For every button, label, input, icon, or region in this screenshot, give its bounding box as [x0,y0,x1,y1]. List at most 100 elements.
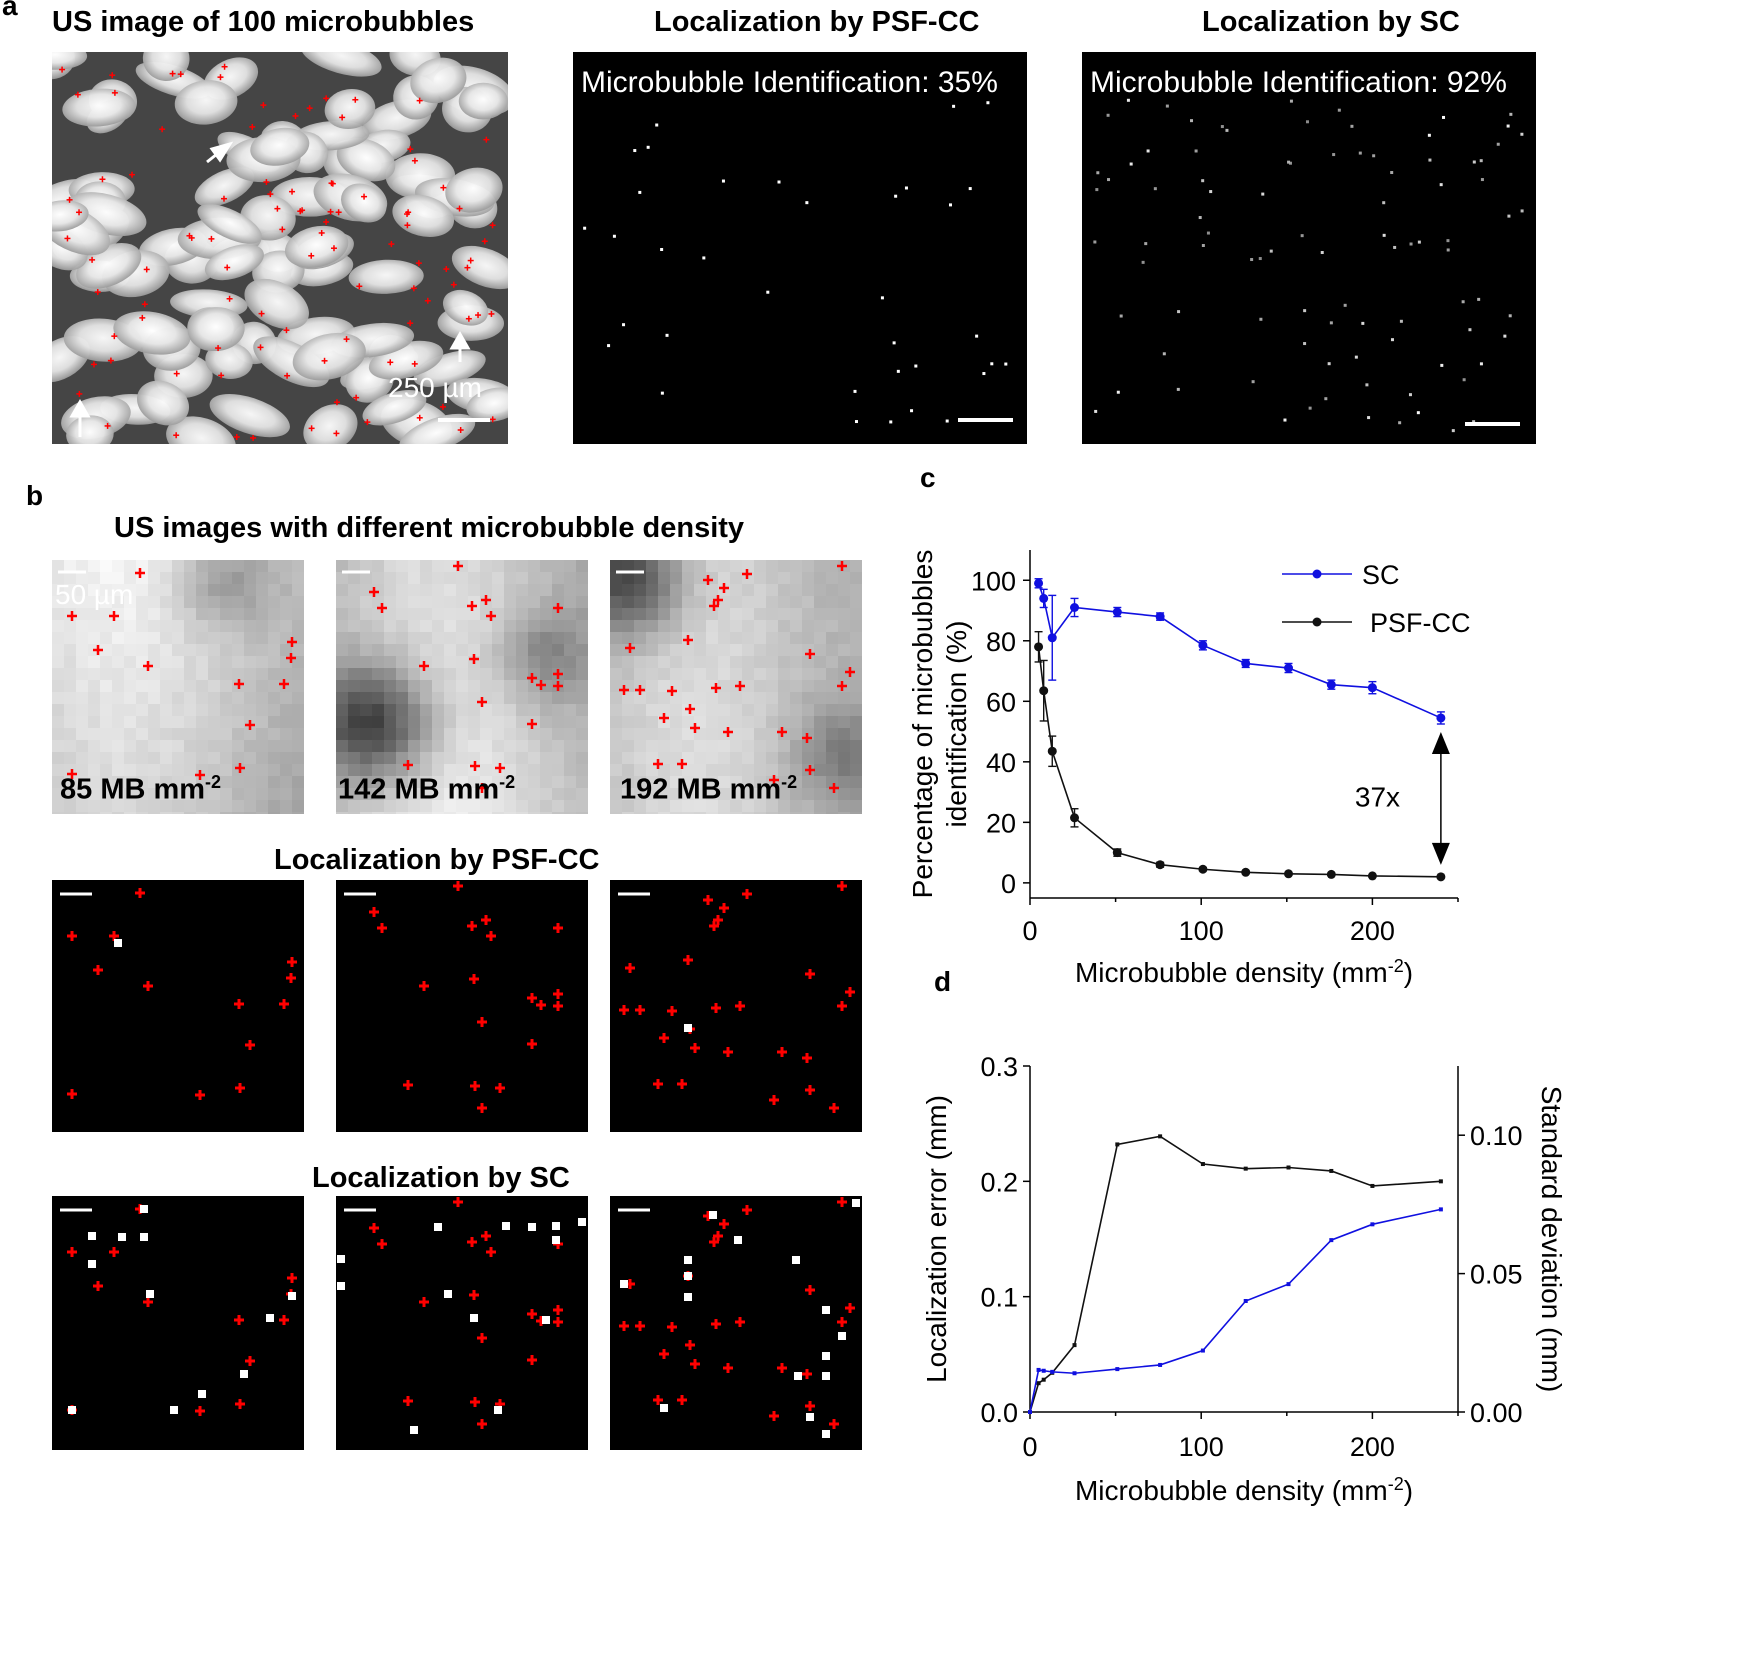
us-pixel [480,584,493,597]
data-point [1158,1362,1163,1367]
us-pixel [718,668,731,681]
us-pixel [838,692,851,705]
true-position-marker [845,1303,855,1313]
us-pixel [528,632,541,645]
left-y-tick-label: 0.1 [980,1283,1018,1313]
microbubble [66,415,114,444]
us-pixel [268,812,281,814]
us-pixel [372,812,385,814]
us-pixel [694,680,707,693]
us-pixel [184,800,197,813]
us-pixel [634,644,647,657]
us-pixel [220,680,233,693]
us-pixel [64,704,77,717]
us-pixel [552,644,565,657]
us-pixel [492,560,505,573]
us-pixel [172,692,185,705]
us-pixel [112,812,125,814]
us-pixel [432,716,445,729]
us-pixel [100,728,113,741]
us-pixel [244,788,257,801]
us-pixel [420,788,433,801]
us-pixel [646,668,659,681]
us-pixel [754,632,767,645]
us-pixel [280,704,293,717]
us-pixel [268,728,281,741]
us-pixel [444,608,457,621]
us-pixel [208,800,221,813]
us-pixel [552,572,565,585]
us-pixel [280,620,293,633]
true-position-marker [109,611,119,621]
us-pixel [730,656,743,669]
microbubble-center-marker [217,74,224,81]
true-position-marker [659,1349,669,1359]
us-pixel [384,716,397,729]
us-pixel [112,800,125,813]
us-pixel [76,656,89,669]
us-pixel [564,572,577,585]
us-pixel [576,668,588,681]
us-pixel [718,608,731,621]
us-pixel [52,560,65,573]
localized-microbubble-dot [945,419,949,423]
us-pixel [826,812,839,814]
us-pixel [372,740,385,753]
us-pixel [504,560,517,573]
localized-microbubble-dot [1479,362,1483,366]
us-pixel [136,584,149,597]
us-pixel [826,764,839,777]
true-position-marker [143,661,153,671]
us-pixel [516,584,529,597]
localized-microbubble-dot [660,248,664,252]
us-pixel [694,620,707,633]
true-position-marker [553,1001,563,1011]
true-position-marker [683,635,693,645]
detected-microbubble-square [684,1293,692,1301]
us-pixel [706,632,719,645]
us-pixel [694,584,707,597]
data-point [1286,1282,1291,1287]
microbubble-center-marker [274,205,281,212]
microbubble-center-marker [208,235,215,242]
data-point [1436,872,1446,882]
us-pixel [480,668,493,681]
us-pixel [850,788,862,801]
us-pixel [444,560,457,573]
us-pixel [52,572,65,585]
us-pixel [244,752,257,765]
us-pixel [528,572,541,585]
sc-dots-svg [1093,98,1524,433]
us-pixel [396,584,409,597]
us-pixel [504,608,517,621]
localized-microbubble-dot [612,234,616,238]
localized-microbubble-dot [1382,233,1386,237]
us-pixel [336,704,349,717]
us-pixel [100,812,113,814]
us-pixel [148,572,161,585]
us-pixel [634,716,647,729]
us-pixel [408,692,421,705]
us-pixel [694,752,707,765]
us-pixel [528,680,541,693]
us-pixel [100,608,113,621]
us-pixel [504,596,517,609]
us-pixel [634,620,647,633]
localized-microbubble-dot [880,296,884,300]
us-pixel [360,632,373,645]
us-pixel [658,752,671,765]
localized-microbubble-dot [702,256,706,260]
us-pixel [826,752,839,765]
data-point [1370,1222,1375,1227]
sc-density-142-svg [337,1197,586,1434]
us-pixel [552,692,565,705]
microbubble-center-marker [59,66,66,73]
panel-label-d: d [934,966,952,997]
us-pixel [802,608,815,621]
us-pixel [468,608,481,621]
psfcc-identification-label: Microbubble Identification: 35% [581,66,998,99]
us-pixel [802,668,815,681]
us-pixel [480,644,493,657]
us-pixel [384,788,397,801]
microbubble-center-marker [352,96,359,103]
